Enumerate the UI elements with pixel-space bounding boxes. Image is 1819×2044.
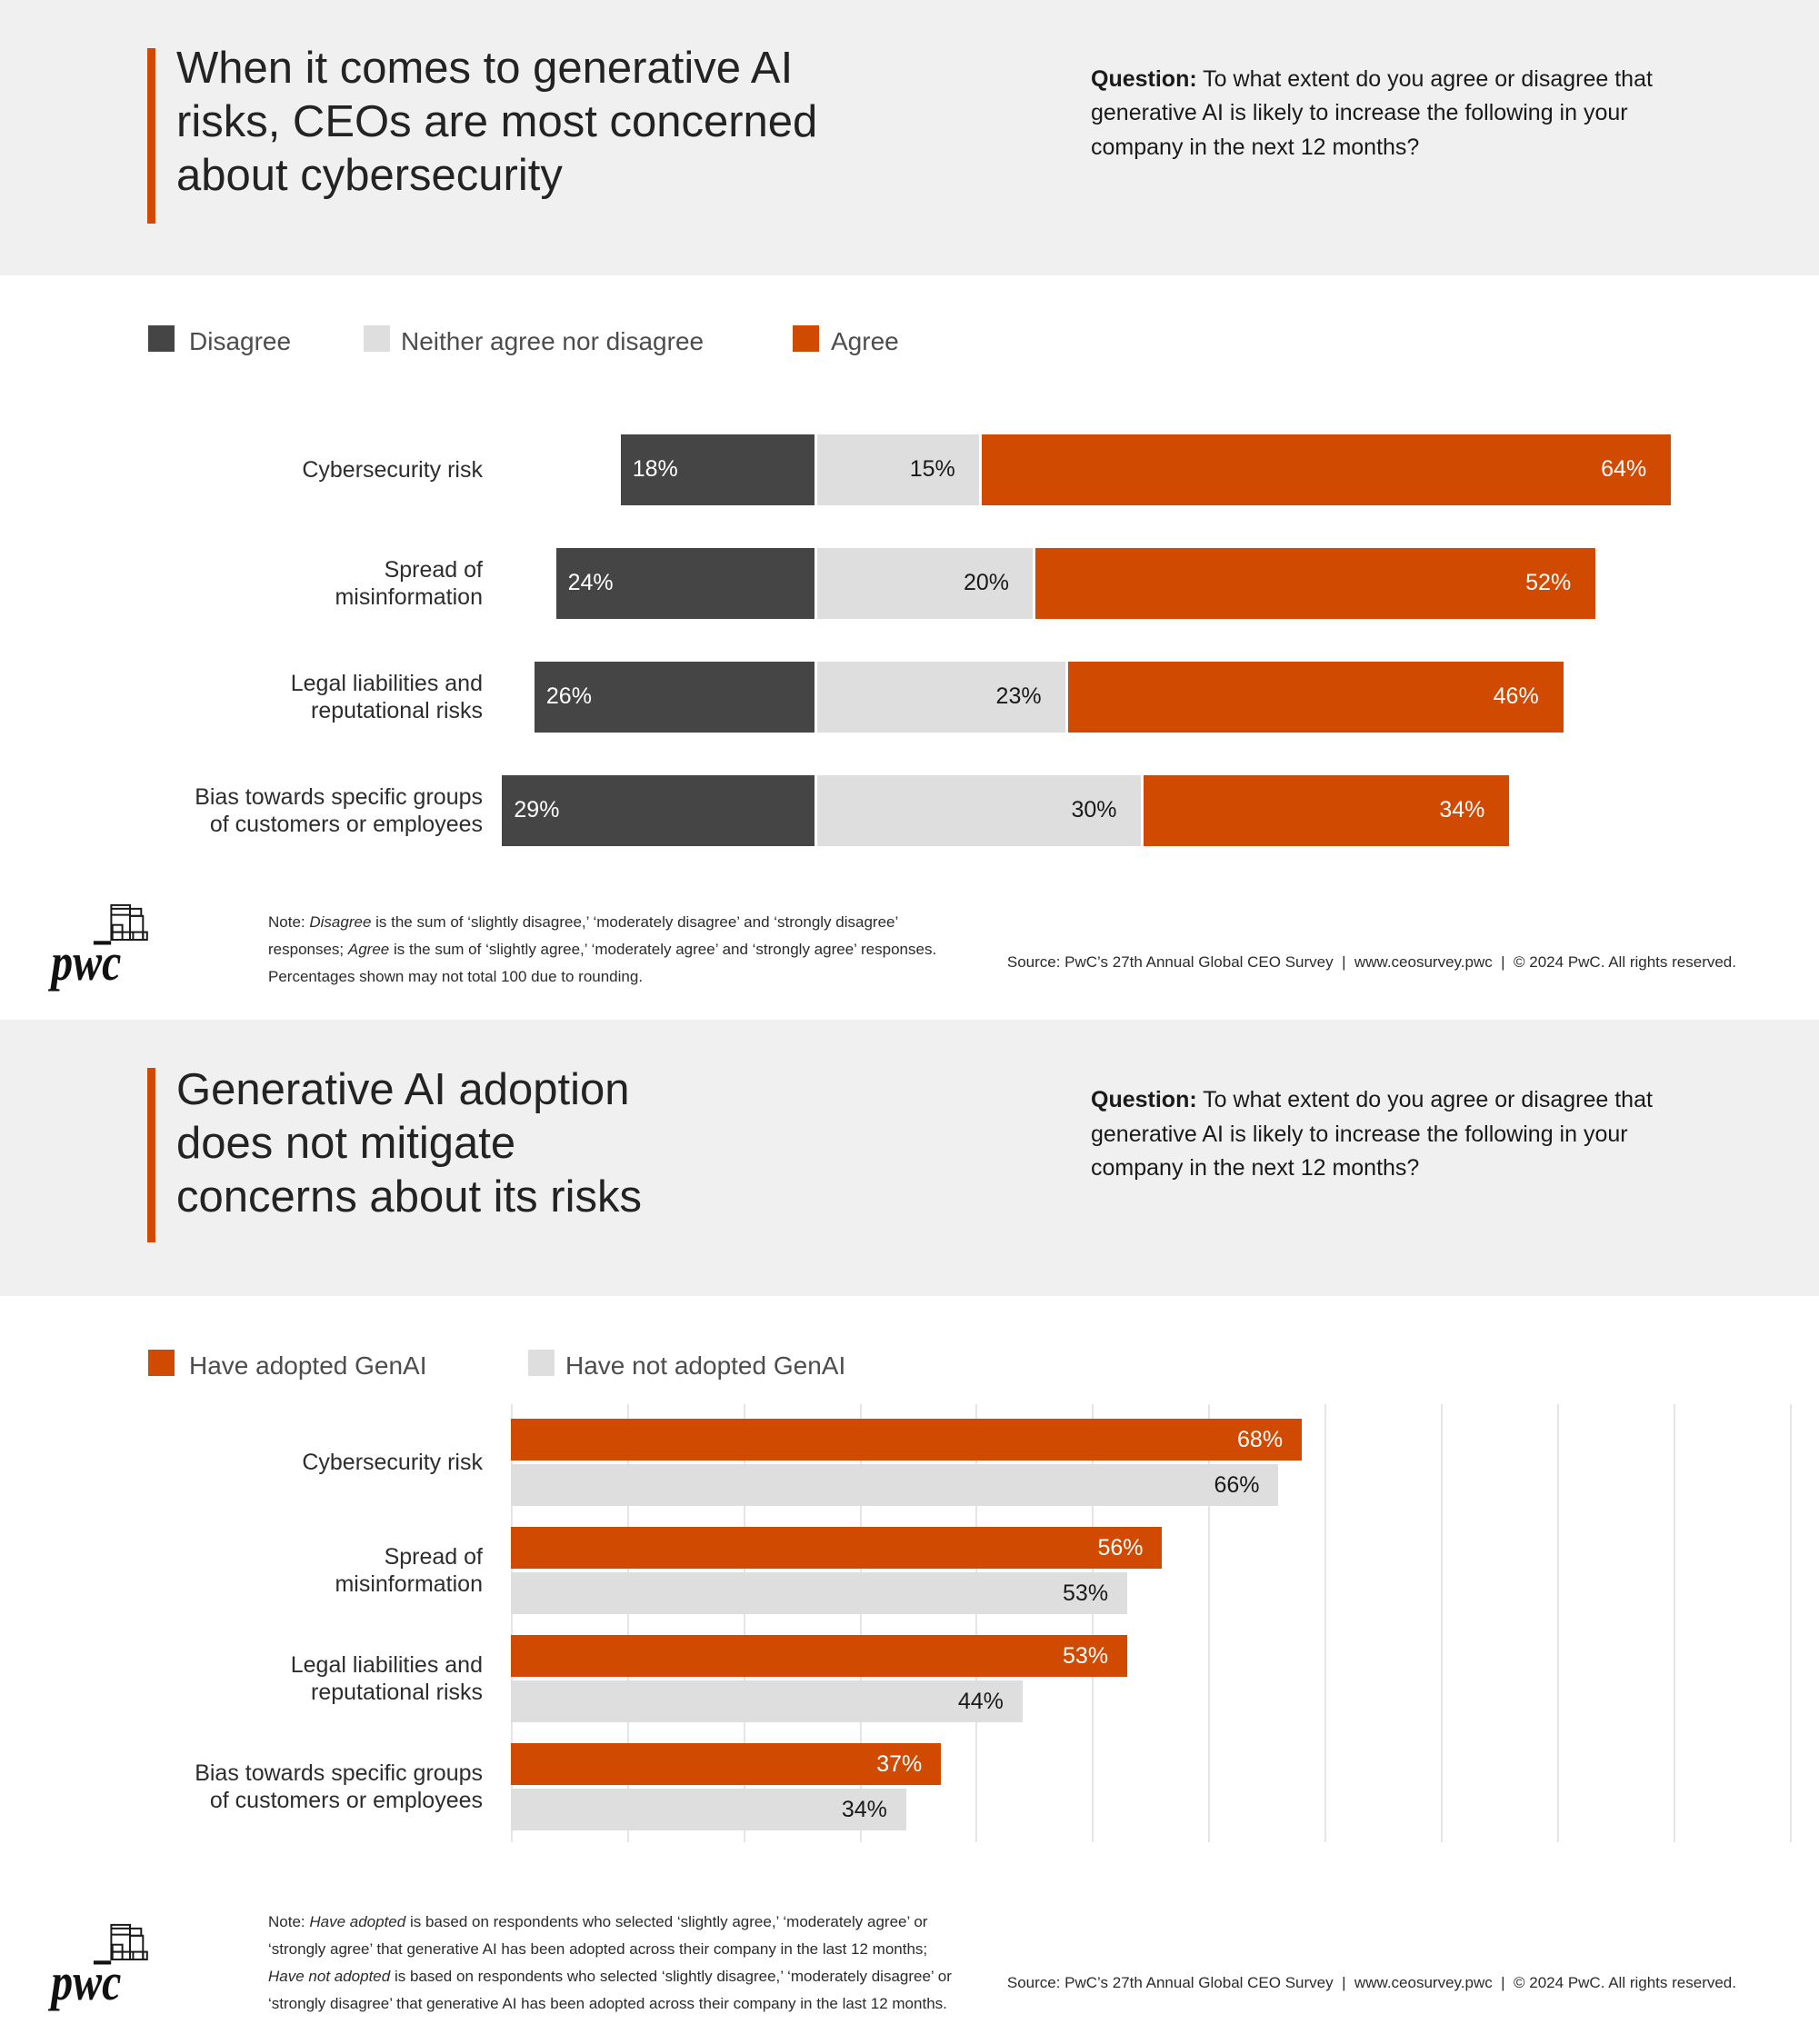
- svg-text:pwc: pwc: [47, 1952, 121, 2011]
- svg-text:pwc: pwc: [47, 932, 121, 992]
